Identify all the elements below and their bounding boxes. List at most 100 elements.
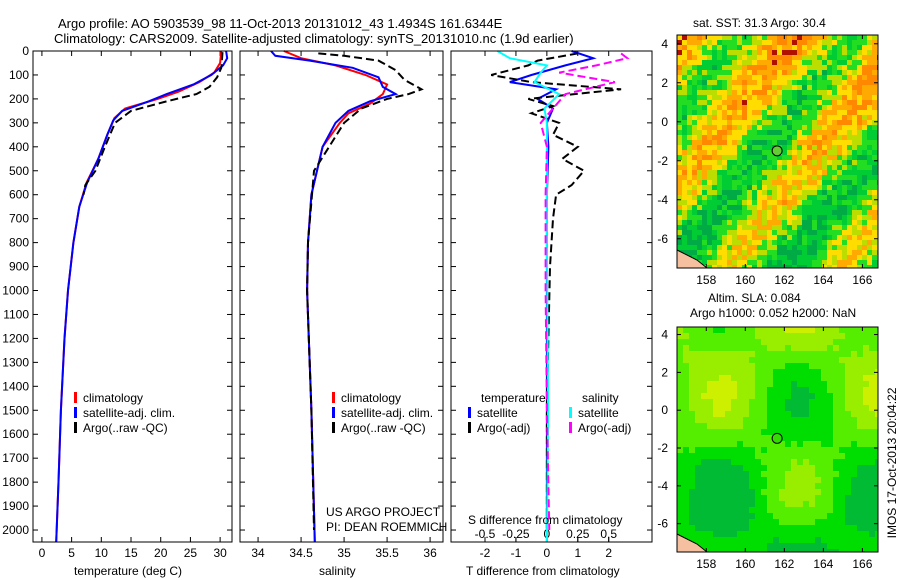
- map-cell: [845, 531, 851, 537]
- map-cell: [727, 35, 732, 40]
- map-cell: [791, 363, 797, 369]
- map-cell: [792, 65, 797, 70]
- map-cell: [869, 531, 875, 537]
- map-cell: [777, 50, 782, 55]
- map-cell: [702, 170, 707, 175]
- map-cell: [742, 225, 747, 230]
- map-cell: [821, 441, 827, 447]
- map-cell: [702, 75, 707, 80]
- map-cell: [767, 155, 772, 160]
- map-cell: [875, 405, 878, 411]
- map-cell: [833, 543, 839, 549]
- map-cell: [772, 75, 777, 80]
- map-cell: [689, 483, 695, 489]
- map-cell: [803, 369, 809, 375]
- map-cell: [757, 175, 762, 180]
- map-cell: [839, 393, 845, 399]
- map-cell: [743, 333, 749, 339]
- map-cell: [875, 345, 878, 351]
- map-cell: [707, 155, 712, 160]
- map-cell: [852, 255, 857, 260]
- map-cell: [717, 235, 722, 240]
- map-cell: [682, 80, 687, 85]
- map-cell: [742, 55, 747, 60]
- map-cell: [757, 55, 762, 60]
- map-cell: [857, 135, 862, 140]
- map-cell: [682, 170, 687, 175]
- map-cell: [791, 369, 797, 375]
- map-cell: [821, 501, 827, 507]
- map-cell: [767, 105, 772, 110]
- map-cell: [875, 333, 878, 339]
- map-cell: [821, 363, 827, 369]
- map-cell: [755, 459, 761, 465]
- map-cell: [677, 507, 683, 513]
- map-cell: [707, 250, 712, 255]
- map-cell: [852, 245, 857, 250]
- map-cell: [773, 519, 779, 525]
- map-cell: [725, 363, 731, 369]
- map-cell: [842, 55, 847, 60]
- map-cell: [697, 80, 702, 85]
- map-cell: [869, 495, 875, 501]
- map-cell: [867, 255, 872, 260]
- map-cell: [755, 483, 761, 489]
- map-cell: [722, 225, 727, 230]
- map-cell: [851, 549, 857, 552]
- map-cell: [827, 115, 832, 120]
- map-cell: [677, 381, 683, 387]
- map-cell: [812, 235, 817, 240]
- map-cell: [777, 130, 782, 135]
- map-cell: [791, 411, 797, 417]
- map-cell: [827, 549, 833, 552]
- map-cell: [717, 140, 722, 145]
- map-cell: [779, 375, 785, 381]
- map-cell: [802, 180, 807, 185]
- map-cell: [869, 453, 875, 459]
- map-cell: [802, 125, 807, 130]
- map-cell: [742, 185, 747, 190]
- map-cell: [875, 417, 878, 423]
- lon-tick-label: 162: [774, 557, 794, 571]
- map-cell: [707, 165, 712, 170]
- map-cell: [725, 507, 731, 513]
- map-cell: [815, 375, 821, 381]
- map-cell: [697, 130, 702, 135]
- map-cell: [869, 405, 875, 411]
- map-cell: [719, 459, 725, 465]
- map-cell: [767, 160, 772, 165]
- map-cell: [697, 140, 702, 145]
- map-cell: [851, 327, 857, 333]
- map-cell: [812, 90, 817, 95]
- map-cell: [713, 501, 719, 507]
- map-cell: [827, 501, 833, 507]
- map-cell: [803, 411, 809, 417]
- map-cell: [767, 489, 773, 495]
- map-cell: [785, 423, 791, 429]
- map-cell: [847, 70, 852, 75]
- map-cell: [827, 230, 832, 235]
- map-cell: [809, 477, 815, 483]
- map-cell: [803, 435, 809, 441]
- map-cell: [815, 471, 821, 477]
- map-cell: [752, 235, 757, 240]
- map-cell: [842, 145, 847, 150]
- map-cell: [839, 549, 845, 552]
- map-cell: [731, 423, 737, 429]
- map-cell: [807, 40, 812, 45]
- map-cell: [762, 220, 767, 225]
- map-cell: [792, 185, 797, 190]
- map-cell: [822, 195, 827, 200]
- map-cell: [761, 417, 767, 423]
- map-cell: [687, 180, 692, 185]
- map-cell: [697, 195, 702, 200]
- map-cell: [803, 333, 809, 339]
- map-cell: [807, 140, 812, 145]
- map-cell: [869, 471, 875, 477]
- map-cell: [762, 110, 767, 115]
- map-cell: [782, 200, 787, 205]
- map-cell: [852, 115, 857, 120]
- map-cell: [697, 240, 702, 245]
- map-cell: [837, 255, 842, 260]
- map-cell: [832, 110, 837, 115]
